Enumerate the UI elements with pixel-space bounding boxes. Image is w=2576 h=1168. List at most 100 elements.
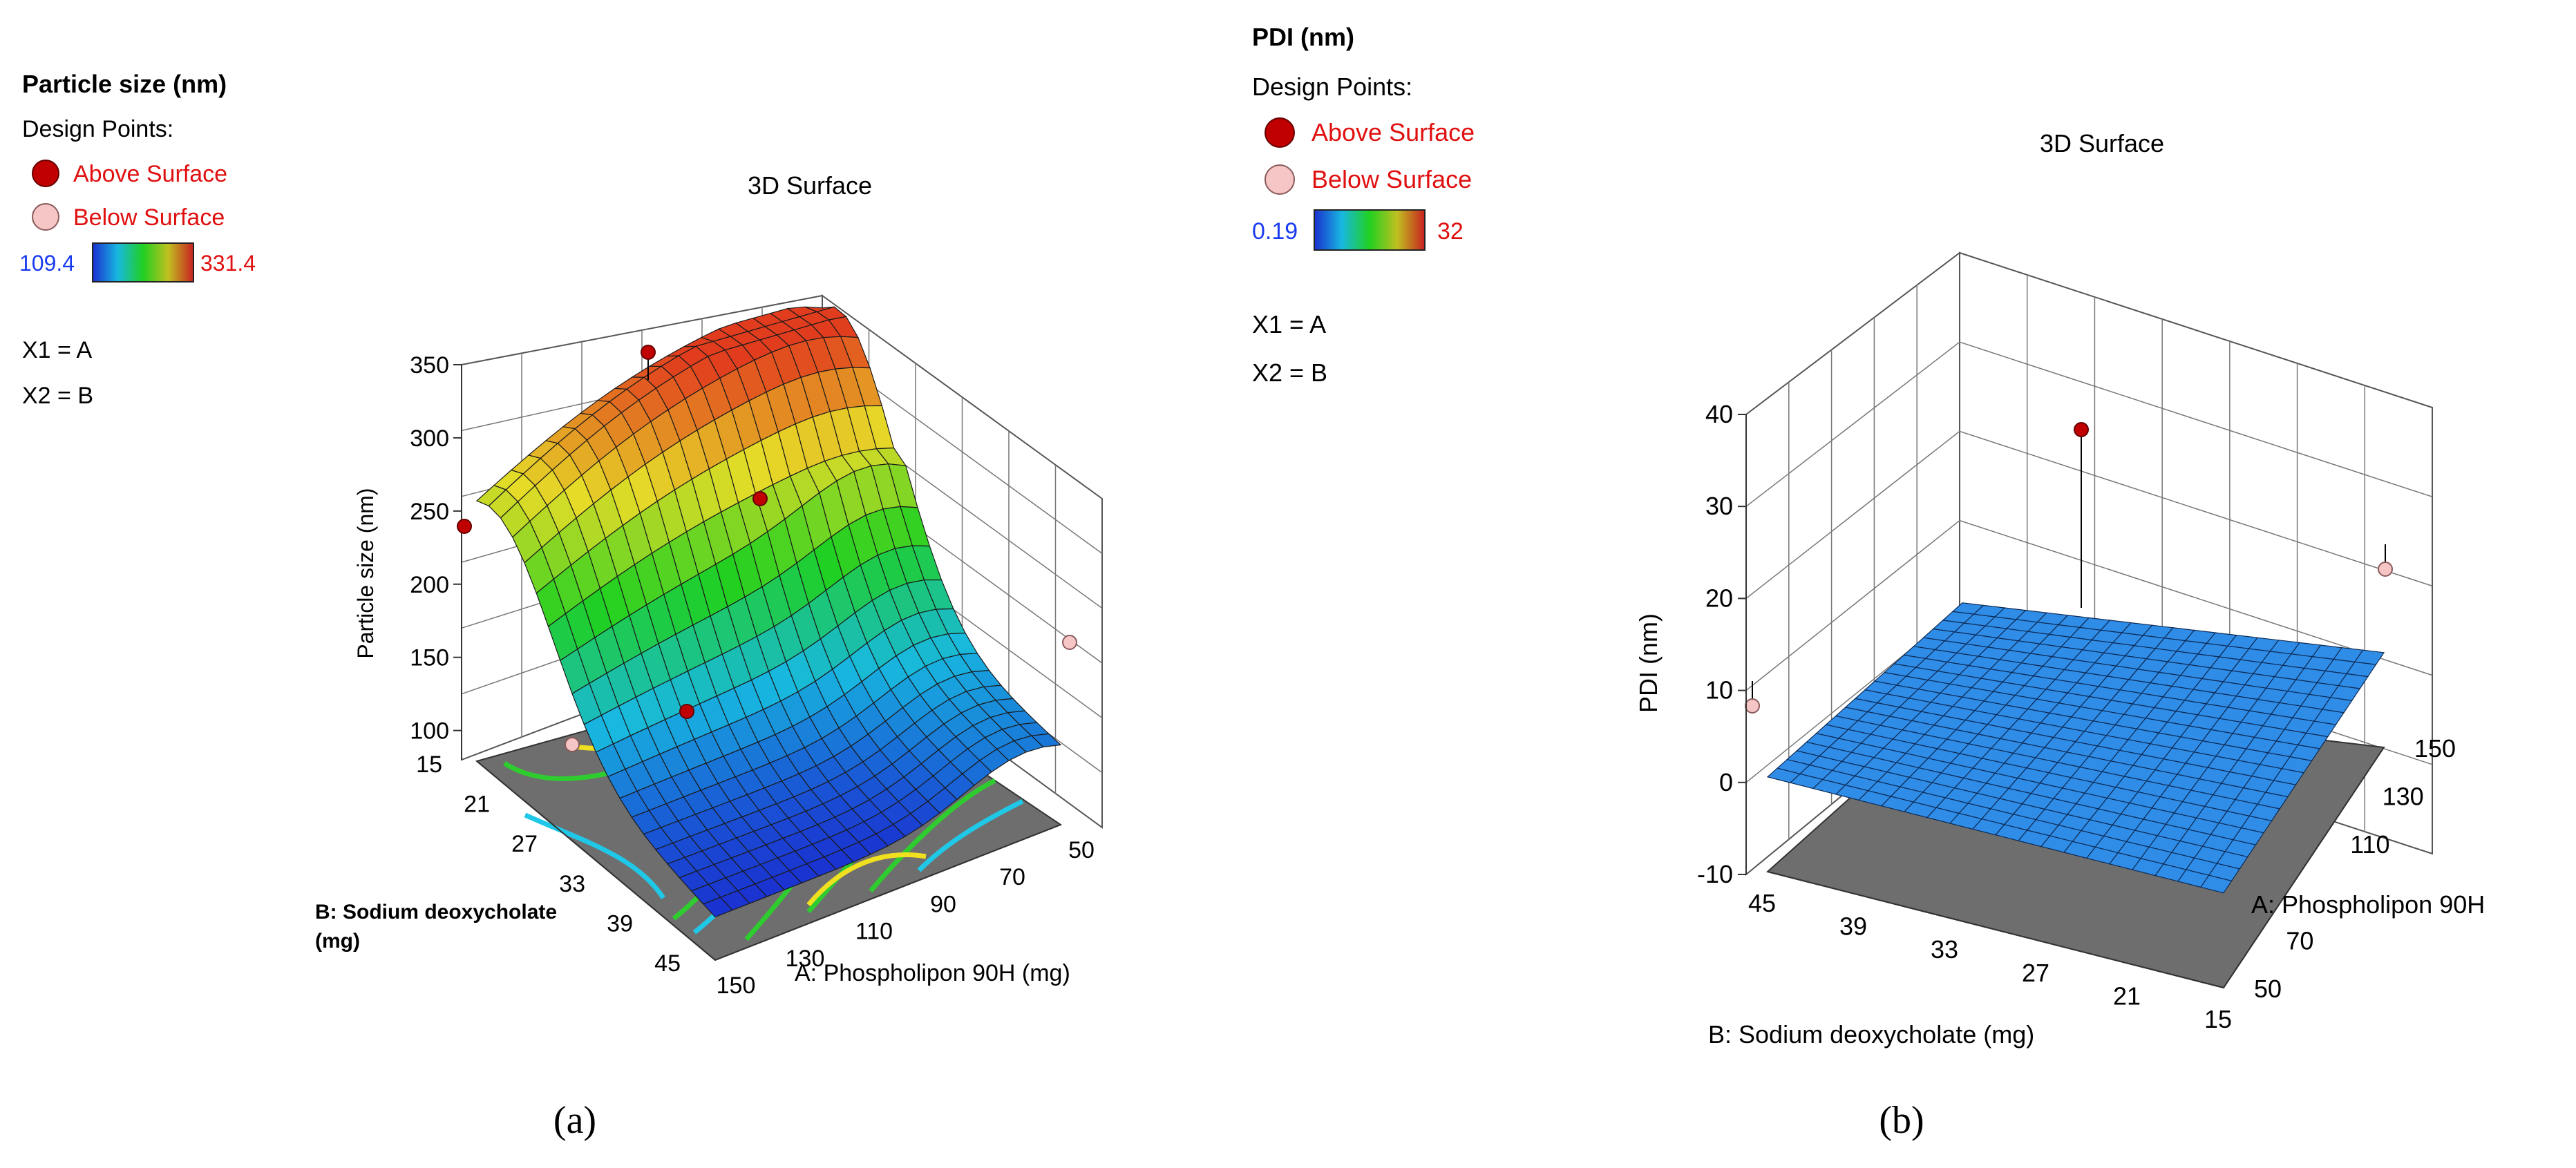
panel-a-chart-title: 3D Surface — [748, 171, 872, 200]
panel-a-a-tick-label: 150 — [717, 973, 756, 999]
panel-a-z-tick-label: 200 — [410, 572, 449, 598]
panel-b-legend-below-marker — [1265, 164, 1295, 195]
panel-b-legend-heading: Design Points: — [1252, 73, 1412, 101]
panel-a-response-title: Particle size (nm) — [22, 70, 227, 98]
panel-b-surface-mesh — [1766, 602, 2385, 894]
panel-b-response-title: PDI (nm) — [1252, 23, 1354, 51]
panel-b-b-ticks: 45 39 33 27 21 15 — [1748, 889, 2232, 1033]
panel-a-a-axis-line — [714, 824, 1061, 961]
panel-b-a-tick-label: 50 — [2254, 975, 2282, 1003]
panel-a-caption: (a) — [553, 1099, 596, 1142]
panel-a-b-tick-label: 15 — [416, 751, 442, 778]
panel-b-b-tick-label: 15 — [2204, 1005, 2232, 1033]
panel-a-b-ticks: 15 21 27 33 39 45 — [416, 751, 681, 977]
panel-a-x2-def: X2 = B — [22, 383, 93, 409]
panel-b-z-tick-label: -10 — [1697, 860, 1733, 888]
panel-b: PDI (nm) Design Points: Above Surface Be… — [1252, 23, 2485, 1142]
panel-a-contour — [869, 778, 996, 893]
panel-a-design-point-below — [565, 737, 580, 752]
panel-a-design-points — [457, 345, 1077, 752]
panel-b-b-tick-label: 33 — [1931, 935, 1958, 964]
panel-a-colorbar-max: 331.4 — [200, 251, 256, 276]
panel-b-legend-below-label: Below Surface — [1311, 165, 1472, 193]
panel-a-design-point-above — [457, 519, 472, 534]
panel-a-contour — [524, 812, 665, 899]
panel-b-b-axis-line — [1767, 871, 2224, 988]
panel-a-colorbar — [92, 242, 194, 283]
panel-a-contour — [806, 852, 927, 907]
panel-a-legend-below-label: Below Surface — [73, 204, 225, 231]
panel-b-chart-title: 3D Surface — [2040, 129, 2164, 157]
panel-a-design-point-above — [679, 704, 694, 719]
panel-a-a-tick-label: 50 — [1068, 837, 1095, 863]
panel-b-caption: (b) — [1879, 1099, 1924, 1142]
panel-b-legend-above-label: Above Surface — [1311, 118, 1475, 146]
panel-a-legend-above-label: Above Surface — [73, 161, 227, 187]
panel-a-surface-mesh — [475, 306, 1062, 918]
panel-a-surface-facet — [1030, 733, 1062, 748]
panel-a-a-tick-label: 90 — [930, 891, 956, 917]
panel-a-b-axis-line — [476, 760, 716, 961]
panel-b-b-axis-label: B: Sodium deoxycholate (mg) — [1708, 1020, 2034, 1049]
panel-a-z-tick-label: 350 — [410, 352, 449, 379]
panel-b-design-points — [2074, 422, 2089, 587]
panel-b-colorbar-max: 32 — [1437, 218, 1464, 245]
panel-b-z-ticks: -10 0 10 20 30 40 — [1697, 400, 1746, 888]
panel-a-z-tick-label: 250 — [410, 499, 449, 525]
panel-b-x1-def: X1 = A — [1252, 310, 1326, 338]
panel-b-colorbar — [1314, 209, 1426, 251]
panel-b-legend-above-marker — [1265, 117, 1295, 148]
panel-a: Particle size (nm) Design Points: Above … — [19, 70, 1103, 1142]
panel-a-legend-heading: Design Points: — [22, 116, 173, 142]
panel-b-design-point-above — [2074, 422, 2089, 437]
panel-b-z-tick-label: 30 — [1705, 492, 1733, 520]
panel-b-b-tick-label: 27 — [2022, 959, 2049, 987]
panel-a-legend-above-marker — [32, 160, 59, 187]
panel-b-a-axis-line — [2223, 747, 2385, 988]
panel-a-b-tick-label: 39 — [607, 910, 633, 937]
panel-a-a-axis-label: A: Phospholipon 90H (mg) — [795, 960, 1070, 986]
panel-a-b-axis-label-line1: B: Sodium deoxycholate — [315, 901, 557, 923]
panel-a-b-tick-label: 45 — [654, 950, 681, 977]
panel-b-z-tick-label: 20 — [1705, 584, 1733, 612]
panel-a-b-tick-label: 27 — [511, 831, 538, 857]
panel-a-b-tick-label: 33 — [559, 871, 585, 897]
panel-a-z-tick-label: 300 — [410, 425, 449, 452]
panel-a-legend-below-marker — [32, 203, 59, 231]
panel-a-z-tick-label: 100 — [410, 718, 449, 745]
panel-a-design-point-below — [1062, 635, 1077, 650]
panel-b-b-tick-label: 39 — [1839, 912, 1867, 941]
panel-b-z-tick-label: 40 — [1705, 400, 1733, 428]
panel-a-x1-def: X1 = A — [22, 337, 92, 363]
panel-a-a-tick-label: 110 — [855, 919, 893, 945]
panel-b-b-tick-label: 21 — [2113, 982, 2141, 1010]
panel-a-a-ticks: 150 130 110 90 70 50 — [717, 837, 1095, 999]
panel-b-z-tick-label: 10 — [1705, 676, 1733, 705]
panel-a-contour — [917, 798, 1024, 872]
panel-a-design-point-above — [641, 345, 656, 360]
panel-b-surface-facet — [2200, 874, 2233, 894]
panel-a-z-axis-label: Particle size (nm) — [353, 488, 378, 658]
panel-a-z-tick-label: 150 — [410, 645, 449, 671]
panel-a-z-ticks: 100 150 200 250 300 350 — [410, 352, 462, 745]
panel-b-z-tick-label: 0 — [1719, 768, 1733, 796]
panel-b-colorbar-min: 0.19 — [1252, 218, 1298, 245]
panel-a-b-tick-label: 21 — [464, 792, 490, 818]
panel-b-x2-def: X2 = B — [1252, 358, 1327, 387]
panel-b-a-tick-label: 150 — [2414, 734, 2456, 763]
panel-a-a-tick-label: 70 — [999, 864, 1025, 890]
panel-a-colorbar-min: 109.4 — [19, 251, 75, 276]
panel-b-design-point-below — [2378, 562, 2393, 577]
panel-a-a-tick-label: 130 — [786, 946, 825, 972]
panel-a-b-axis-label-line2: (mg) — [315, 930, 360, 952]
panel-b-a-axis-label: A: Phospholipon 90H — [2251, 890, 2485, 919]
panel-b-a-tick-label: 130 — [2383, 783, 2424, 811]
panel-b-a-tick-label: 110 — [2350, 830, 2389, 859]
panel-b-design-point-below — [1745, 698, 1760, 714]
panel-b-z-axis-label: PDI (nm) — [1634, 613, 1663, 713]
panel-b-b-tick-label: 45 — [1748, 889, 1776, 917]
panel-b-a-tick-label: 70 — [2286, 926, 2313, 955]
panel-a-design-point-above — [752, 491, 768, 506]
